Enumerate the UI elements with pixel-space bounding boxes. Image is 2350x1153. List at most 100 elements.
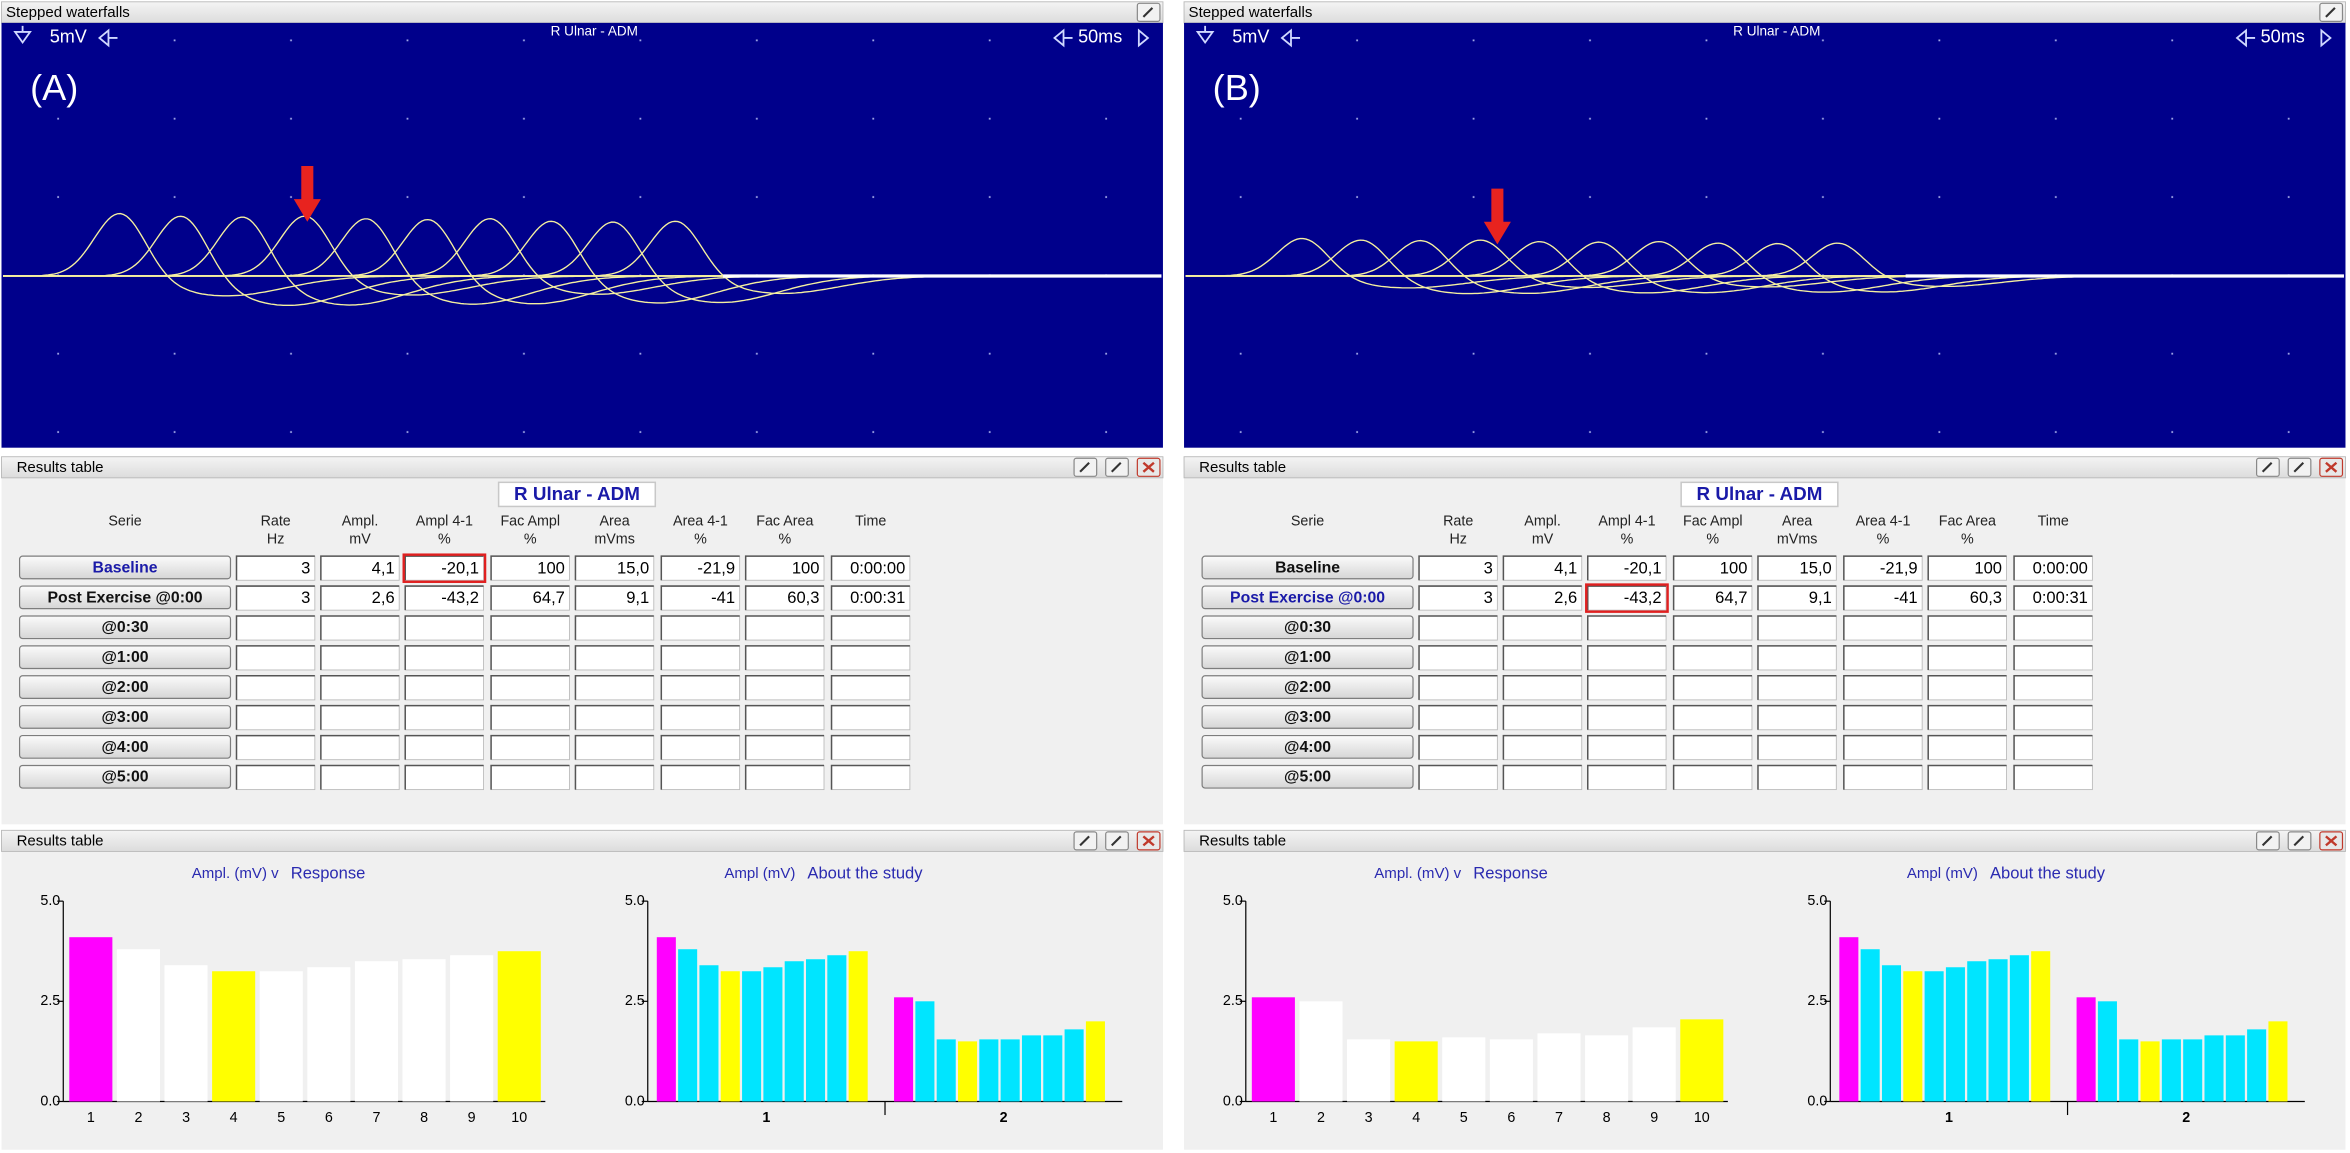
bar <box>1988 959 2008 1102</box>
bar <box>1632 1027 1676 1102</box>
cell-value: 100 <box>1720 558 1748 577</box>
x-tick-label: 5 <box>1460 1110 1468 1126</box>
row-button[interactable] <box>18 555 232 580</box>
chart-subtitle: About the study <box>807 863 923 882</box>
row-button[interactable] <box>1201 675 1414 699</box>
title-bar <box>1 456 1164 479</box>
bar <box>1945 967 1965 1102</box>
row-label: @1:00 <box>102 649 149 666</box>
bar <box>1085 1021 1105 1102</box>
x-tick-label: 1 <box>1269 1110 1277 1126</box>
cell-bevel <box>660 734 740 760</box>
cell-bevel <box>1927 585 2007 611</box>
cell-bevel <box>1502 585 1582 611</box>
tool-icon <box>2261 835 2273 847</box>
cell-bevel <box>1757 675 1837 700</box>
cell <box>404 765 485 791</box>
cell-bevel <box>1672 585 1752 611</box>
row-button[interactable] <box>18 734 232 759</box>
sweep-label: 50ms <box>2261 27 2305 47</box>
cell-bevel <box>1418 734 1498 760</box>
cell-bevel <box>1843 645 1923 670</box>
row-button[interactable] <box>1201 734 1414 759</box>
row-button[interactable] <box>1201 645 1414 670</box>
bar <box>742 971 762 1102</box>
cell-bevel <box>1587 734 1667 760</box>
cell-value: 0:00:00 <box>2033 558 2088 577</box>
cell-bevel <box>235 675 315 700</box>
y-tick-label: 5.0 <box>1223 893 1243 909</box>
title-bar-text: Results table <box>17 459 104 476</box>
bar <box>2119 1039 2139 1102</box>
cell-bevel <box>235 704 315 730</box>
row-button[interactable] <box>1201 585 1414 610</box>
cell-bevel <box>2013 734 2093 760</box>
cell-bevel <box>404 675 484 700</box>
cell <box>1927 705 2007 731</box>
tool-icon <box>2261 462 2273 473</box>
y-tick-label: 5.0 <box>40 893 60 909</box>
cell-bevel <box>1502 555 1582 581</box>
bar <box>2268 1021 2288 1102</box>
cell-bevel <box>235 555 315 581</box>
cell-bevel <box>660 585 740 611</box>
cell <box>320 735 400 761</box>
cell-bevel <box>1757 615 1837 641</box>
column-header: Area <box>600 513 630 529</box>
tool-icon <box>1110 835 1122 847</box>
cell-bevel <box>744 555 825 581</box>
cell-bevel <box>490 675 570 700</box>
cell-value: 64,7 <box>533 588 565 607</box>
cell-bevel <box>744 734 825 760</box>
waveform-grid <box>1184 22 2346 448</box>
close-icon <box>2325 461 2338 473</box>
cell <box>574 555 655 581</box>
row-button[interactable] <box>1201 555 1414 580</box>
cell-value: 100 <box>537 558 565 577</box>
row-button[interactable] <box>1201 705 1414 729</box>
cell <box>660 735 741 761</box>
cell <box>1418 645 1498 671</box>
row-button[interactable] <box>1201 764 1414 789</box>
cell-bevel <box>1418 704 1498 730</box>
row-button[interactable] <box>1201 615 1414 640</box>
cell <box>1587 615 1667 641</box>
tool-icon <box>1079 835 1090 847</box>
row-button[interactable] <box>18 705 232 729</box>
chart-title: Ampl. (mV) v <box>192 865 279 882</box>
cell <box>1927 615 2007 641</box>
cell <box>1673 645 1753 671</box>
cell-bevel <box>744 764 825 790</box>
cell-bevel <box>574 645 654 670</box>
cell <box>1418 615 1498 641</box>
row-label: Baseline <box>93 559 158 576</box>
bar <box>497 951 541 1102</box>
table-background <box>1184 456 2346 825</box>
cell-value: 4,1 <box>1554 558 1577 577</box>
row-button[interactable] <box>18 585 232 610</box>
row-button[interactable] <box>18 645 232 670</box>
tool-icon <box>1079 462 1090 473</box>
cell <box>574 645 655 671</box>
cell <box>490 765 570 791</box>
y-tick-label: 2.5 <box>1223 993 1243 1009</box>
cell <box>574 675 655 701</box>
cell-bevel <box>1587 704 1667 730</box>
cell <box>236 705 316 731</box>
cell-bevel <box>1927 675 2007 700</box>
x-tick-label: 2 <box>2182 1110 2190 1126</box>
row-button[interactable] <box>18 675 232 699</box>
bar <box>1537 1033 1581 1102</box>
cell-value: 15,0 <box>1800 558 1832 577</box>
column-header: % <box>694 531 707 547</box>
cell-bevel <box>1757 764 1837 790</box>
cell-bevel <box>830 734 910 760</box>
cell <box>1927 555 2007 581</box>
bar <box>1967 961 1987 1102</box>
row-button[interactable] <box>18 615 232 640</box>
cell-bevel <box>1587 764 1667 790</box>
cell-bevel <box>1843 585 1923 611</box>
sweep-arrow <box>1053 28 1073 48</box>
row-button[interactable] <box>18 764 232 789</box>
